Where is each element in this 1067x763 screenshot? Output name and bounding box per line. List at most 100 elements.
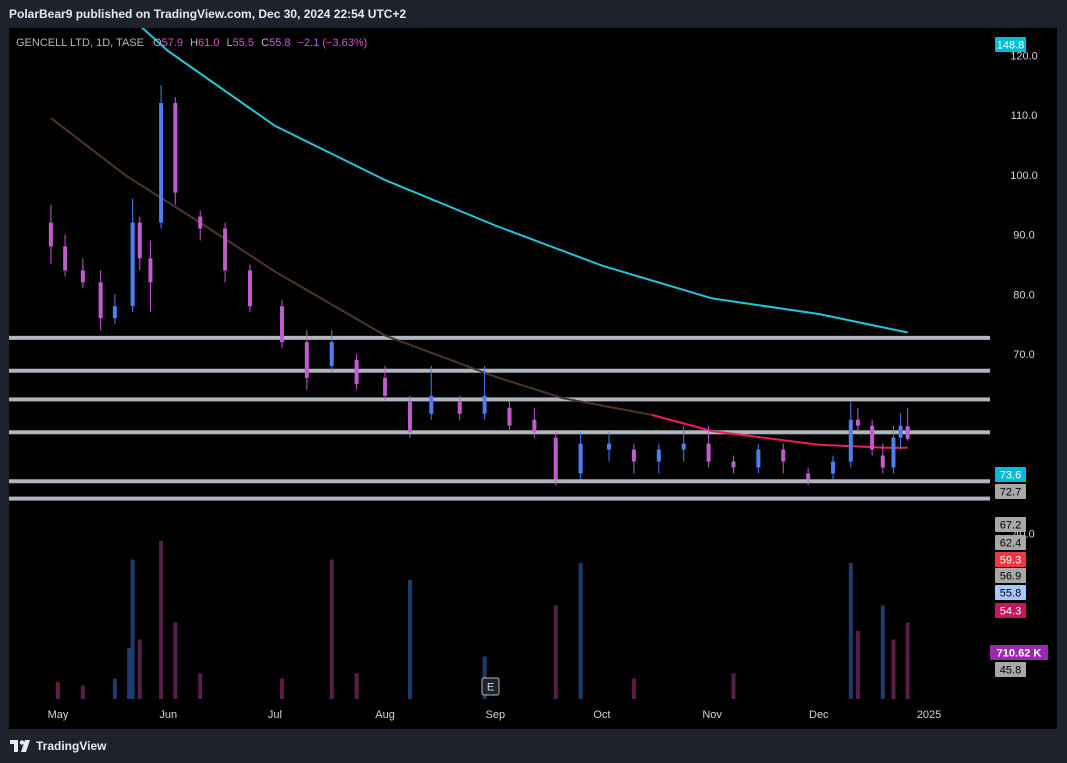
candle — [706, 425, 711, 468]
y-axis: 140.0130.0120.0110.0100.090.080.070.040.… — [1010, 0, 1038, 540]
y-tick-label: 70.0 — [1013, 349, 1034, 361]
candle — [148, 240, 153, 313]
price-badge: 45.8 — [995, 662, 1026, 677]
x-tick-label: Jul — [268, 709, 282, 721]
candle — [383, 365, 388, 402]
svg-text:54.3: 54.3 — [1000, 606, 1021, 618]
candle — [279, 300, 284, 349]
candle — [329, 330, 334, 372]
candle — [731, 455, 736, 474]
y-tick-label: 120.0 — [1010, 50, 1038, 62]
volume-bars — [56, 540, 910, 699]
svg-text:72.7: 72.7 — [1000, 487, 1021, 499]
candle — [173, 97, 178, 205]
moving-averages — [50, 0, 908, 449]
candle — [429, 365, 434, 420]
candle — [656, 443, 661, 474]
svg-text:73.6: 73.6 — [1000, 470, 1021, 482]
price-badge: 73.6 — [995, 467, 1026, 482]
x-tick-label: 2025 — [917, 709, 941, 721]
candle — [855, 407, 860, 432]
moving-average-line — [109, 0, 908, 334]
volume-bar — [880, 605, 885, 699]
price-badge: 62.4 — [995, 535, 1026, 550]
x-tick-label: Dec — [809, 709, 829, 721]
level-line[interactable] — [9, 430, 990, 435]
candles — [48, 85, 910, 486]
price-badge: 59.3 — [995, 552, 1026, 567]
candle — [898, 413, 903, 450]
x-tick-label: Jun — [159, 709, 177, 721]
volume-bar — [329, 559, 334, 699]
tradingview-icon — [10, 740, 30, 752]
x-tick-label: Aug — [375, 709, 395, 721]
candle — [905, 407, 910, 441]
candle — [781, 443, 786, 474]
candle — [223, 222, 228, 283]
candle — [891, 425, 896, 474]
brand-label: TradingView — [36, 739, 107, 753]
earnings-badge[interactable]: E — [481, 677, 500, 696]
candle — [631, 443, 636, 474]
bottom-bar: TradingView — [0, 733, 1067, 763]
candle — [756, 443, 761, 474]
volume-bar — [159, 540, 164, 699]
svg-text:62.4: 62.4 — [1000, 538, 1021, 550]
svg-text:55.8: 55.8 — [1000, 588, 1021, 600]
candle — [578, 431, 583, 480]
svg-text:45.8: 45.8 — [1000, 665, 1021, 677]
svg-text:67.2: 67.2 — [1000, 520, 1021, 532]
legend-text: GENCELL LTD, 1D, TASE O57.9 H61.0 L55.5 … — [16, 37, 367, 49]
candle — [532, 407, 537, 438]
candle — [137, 216, 142, 271]
chart-panel[interactable]: 140.0130.0120.0110.0100.090.080.070.040.… — [9, 0, 1057, 729]
level-line[interactable] — [9, 368, 990, 373]
volume-bar — [279, 678, 284, 699]
volume-bar — [848, 563, 853, 699]
volume-bar — [112, 678, 117, 699]
candle — [80, 258, 85, 289]
candle — [247, 264, 252, 313]
level-line[interactable] — [9, 496, 990, 501]
top-bar: PolarBear9 published on TradingView.com,… — [0, 0, 1067, 28]
horizontal-levels — [9, 335, 990, 501]
publisher-line: PolarBear9 published on TradingView.com,… — [9, 7, 407, 21]
candle — [806, 467, 811, 486]
price-badges: 148.8 73.6 72.7 67.2 62.4 59.3 56.9 55.8 54.3 710… — [990, 37, 1048, 677]
candle — [553, 431, 558, 486]
svg-text:59.3: 59.3 — [1000, 555, 1021, 567]
volume-bar — [56, 682, 60, 699]
volume-bar — [891, 639, 896, 699]
price-badge: 67.2 — [995, 517, 1026, 532]
y-tick-label: 100.0 — [1010, 170, 1038, 182]
candle — [48, 204, 53, 265]
volume-bar — [905, 622, 910, 699]
candle — [482, 365, 487, 420]
x-tick-label: Sep — [485, 709, 505, 721]
svg-text:148.8: 148.8 — [997, 40, 1025, 52]
level-line[interactable] — [9, 397, 990, 402]
level-line[interactable] — [9, 335, 990, 340]
candle — [681, 425, 686, 462]
tradingview-logo[interactable]: TradingView — [10, 739, 106, 753]
candle — [880, 443, 885, 474]
volume-bar — [855, 631, 860, 699]
symbol-legend: GENCELL LTD, 1D, TASE O57.9 H61.0 L55.5 … — [16, 37, 367, 49]
moving-average-line — [50, 117, 652, 416]
volume-bar — [137, 639, 142, 699]
volume-bar — [407, 580, 412, 699]
candle — [98, 270, 103, 331]
volume-bar — [80, 685, 85, 699]
x-tick-label: May — [48, 709, 69, 721]
volume-bar — [553, 605, 558, 699]
x-tick-label: Nov — [702, 709, 722, 721]
price-badge: 56.9 — [995, 568, 1026, 583]
volume-bar — [173, 622, 178, 699]
candle — [354, 354, 359, 390]
price-chart[interactable]: 140.0130.0120.0110.0100.090.080.070.040.… — [9, 0, 1057, 729]
candle — [607, 431, 612, 462]
candle — [457, 395, 462, 420]
candle — [407, 395, 412, 438]
candle — [159, 85, 164, 229]
level-line[interactable] — [9, 479, 990, 484]
